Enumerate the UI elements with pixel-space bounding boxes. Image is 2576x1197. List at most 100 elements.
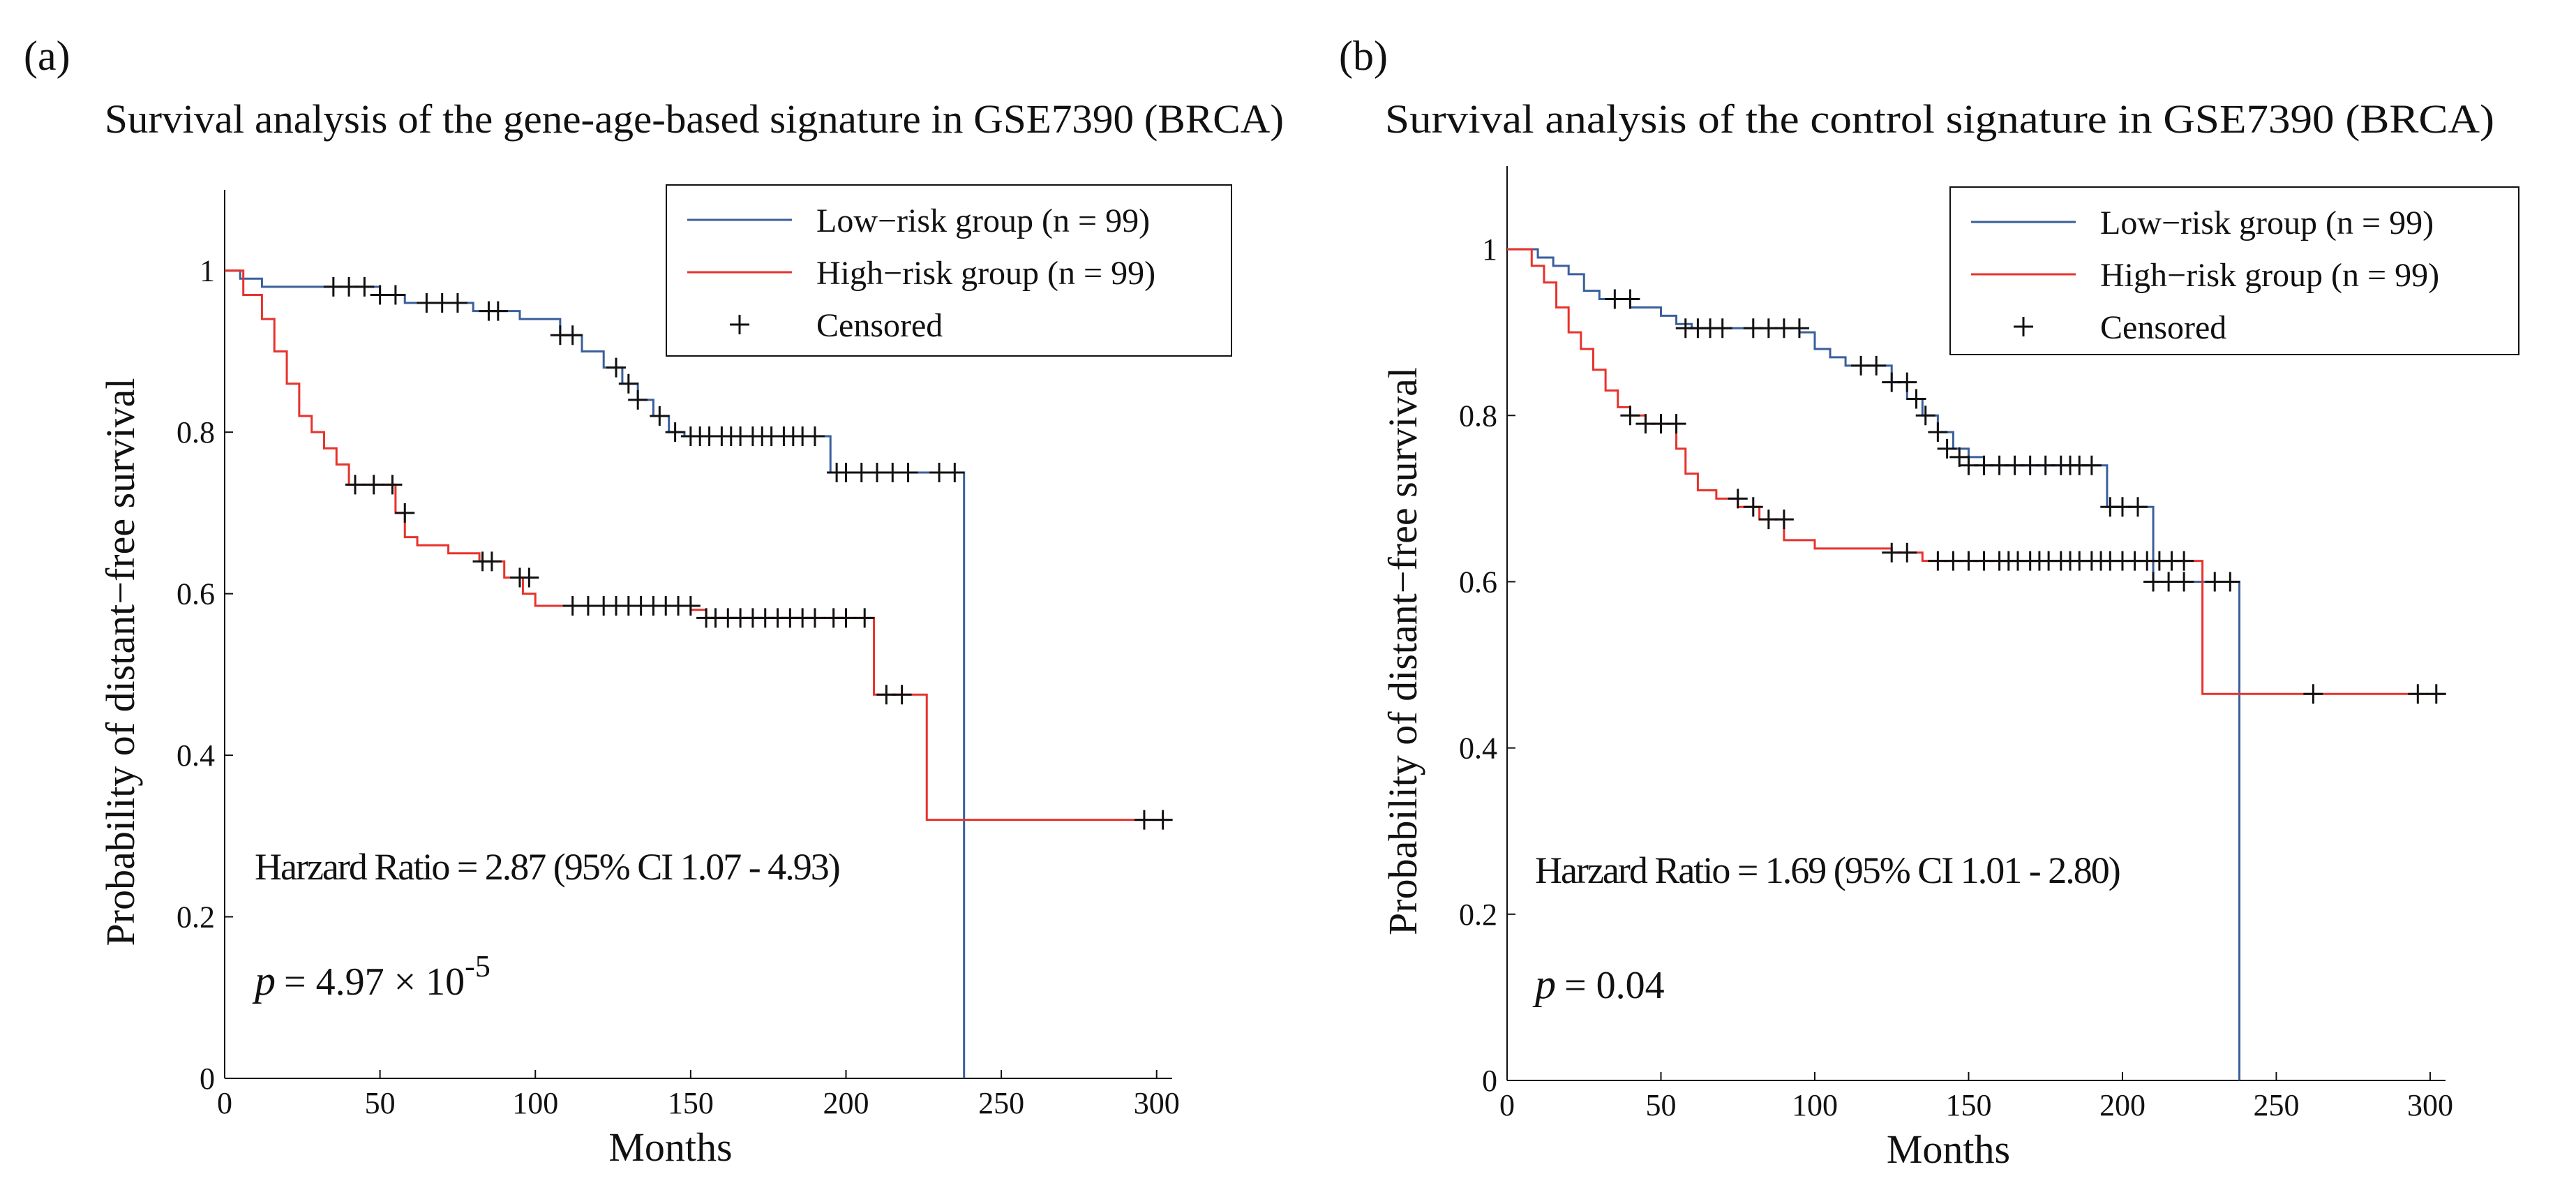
p-value-annotation: p = 4.97 × 10-5 [252, 949, 491, 1004]
chart-panel-b: (b) Survival analysis of the control sign… [1339, 33, 2519, 1172]
censored-marker [562, 325, 583, 345]
x-tick-label: 0 [217, 1086, 232, 1120]
legend-item-censored: Censored [2100, 309, 2226, 346]
y-tick-label: 0.2 [177, 900, 215, 935]
x-tick-label: 100 [1792, 1088, 1838, 1122]
legend-item-low-risk: Low−risk group (n = 99) [2100, 205, 2434, 241]
censored-marker [1897, 372, 1917, 392]
p-value-number: = 4.97 × 10 [284, 960, 465, 1004]
censored-marker [628, 389, 648, 410]
censored-marker [945, 463, 965, 483]
censored-marker [1728, 489, 1748, 509]
legend-item-low-risk: Low−risk group (n = 99) [816, 202, 1150, 239]
censored-marker [2174, 572, 2194, 592]
p-value-exponent: -5 [465, 949, 491, 983]
y-tick-label: 0.4 [177, 738, 215, 773]
x-tick-label: 300 [1134, 1086, 1180, 1120]
legend-item-high-risk: High−risk group (n = 99) [2100, 257, 2439, 294]
x-tick-label: 200 [2099, 1088, 2146, 1122]
x-tick-label: 250 [2253, 1088, 2299, 1122]
x-tick-label: 100 [512, 1086, 558, 1120]
censored-marker [892, 685, 912, 705]
y-tick-label: 0.8 [177, 415, 215, 449]
hazard-ratio-annotation: Harzard Ratio = 1.69 (95% CI 1.01 - 2.80… [1535, 849, 2120, 891]
censored-marker [364, 475, 384, 495]
censored-marker [606, 357, 627, 378]
censored-marker [1915, 406, 1935, 426]
x-tick-label: 50 [1645, 1088, 1676, 1122]
censored-marker [345, 475, 366, 495]
y-tick-label: 0.4 [1459, 731, 1497, 766]
y-axis-label: Probability of distant−free survival [98, 378, 143, 946]
censored-marker [855, 608, 875, 628]
y-tick-label: 0.6 [177, 577, 215, 611]
censored-marker [1134, 810, 1154, 830]
censored-marker [836, 608, 856, 628]
censored-marker [650, 406, 670, 426]
y-tick-label: 1 [200, 254, 215, 288]
censored-marker [804, 608, 825, 628]
panel-label: (a) [24, 33, 70, 79]
x-tick-label: 150 [668, 1086, 714, 1120]
p-value-symbol: p [252, 958, 276, 1004]
censored-marker [2081, 455, 2102, 475]
censored-marker [680, 595, 701, 616]
y-tick-label: 0 [1482, 1064, 1497, 1098]
legend-box [666, 184, 1232, 357]
x-tick-label: 50 [365, 1086, 396, 1120]
y-tick-label: 0.6 [1459, 565, 1497, 599]
censored-marker [447, 293, 467, 313]
censored-marker [665, 422, 685, 443]
censored-marker [2408, 684, 2428, 704]
censored-marker [2128, 497, 2148, 517]
censored-marker [2303, 684, 2323, 704]
censored-marker [618, 373, 638, 394]
chart-panel-a: (a) Survival analysis of the gene-age-bas… [24, 33, 1284, 1170]
panel-label: (b) [1339, 33, 1388, 79]
p-value-symbol: p [1532, 961, 1556, 1007]
high-risk-survival-curve [1507, 248, 2446, 695]
y-tick-label: 0.2 [1459, 898, 1497, 932]
censored-marker [1789, 318, 1809, 339]
censored-marker [1937, 438, 1957, 459]
censored-marker [354, 276, 375, 297]
censored-marker [1897, 542, 1917, 563]
legend-item-censored-swatch [2014, 317, 2033, 336]
censored-marker [898, 463, 918, 483]
censored-marker [1906, 389, 1926, 409]
censored-marker [804, 426, 825, 446]
censored-marker [1743, 497, 1763, 517]
legend-box [1949, 186, 2519, 355]
censored-marker [385, 285, 405, 305]
censored-marker [1620, 406, 1640, 426]
x-axis-label: Months [608, 1124, 732, 1170]
y-tick-label: 0.8 [1459, 399, 1497, 433]
p-value-annotation: p = 0.04 [1532, 961, 1665, 1007]
censored-marker [519, 567, 539, 588]
censored-marker [395, 503, 415, 523]
p-value-number: = 0.04 [1564, 964, 1665, 1007]
censored-marker [488, 301, 508, 321]
censored-marker [1666, 414, 1686, 434]
x-tick-label: 300 [2407, 1088, 2453, 1122]
chart-title: Survival analysis of the control signatu… [1385, 96, 2494, 142]
censored-marker [2426, 684, 2446, 704]
legend-item-censored: Censored [816, 307, 943, 344]
censored-marker [382, 475, 403, 495]
x-tick-label: 150 [1945, 1088, 1991, 1122]
censored-marker [2220, 572, 2240, 592]
censored-marker [1712, 318, 1732, 339]
censored-marker [1620, 289, 1640, 309]
low-risk-survival-curve [1507, 248, 2241, 1080]
x-tick-label: 250 [978, 1086, 1024, 1120]
y-tick-label: 0 [200, 1062, 215, 1096]
hazard-ratio-annotation: Harzard Ratio = 2.87 (95% CI 1.07 - 4.93… [255, 846, 839, 888]
censored-marker [1774, 510, 1794, 530]
censored-marker [1866, 355, 1887, 376]
chart-title: Survival analysis of the gene-age-based … [105, 96, 1284, 142]
censored-marker [1949, 447, 1970, 467]
low-risk-survival-curve [225, 269, 966, 1078]
x-tick-label: 0 [1499, 1088, 1515, 1122]
censored-marker [481, 551, 502, 572]
